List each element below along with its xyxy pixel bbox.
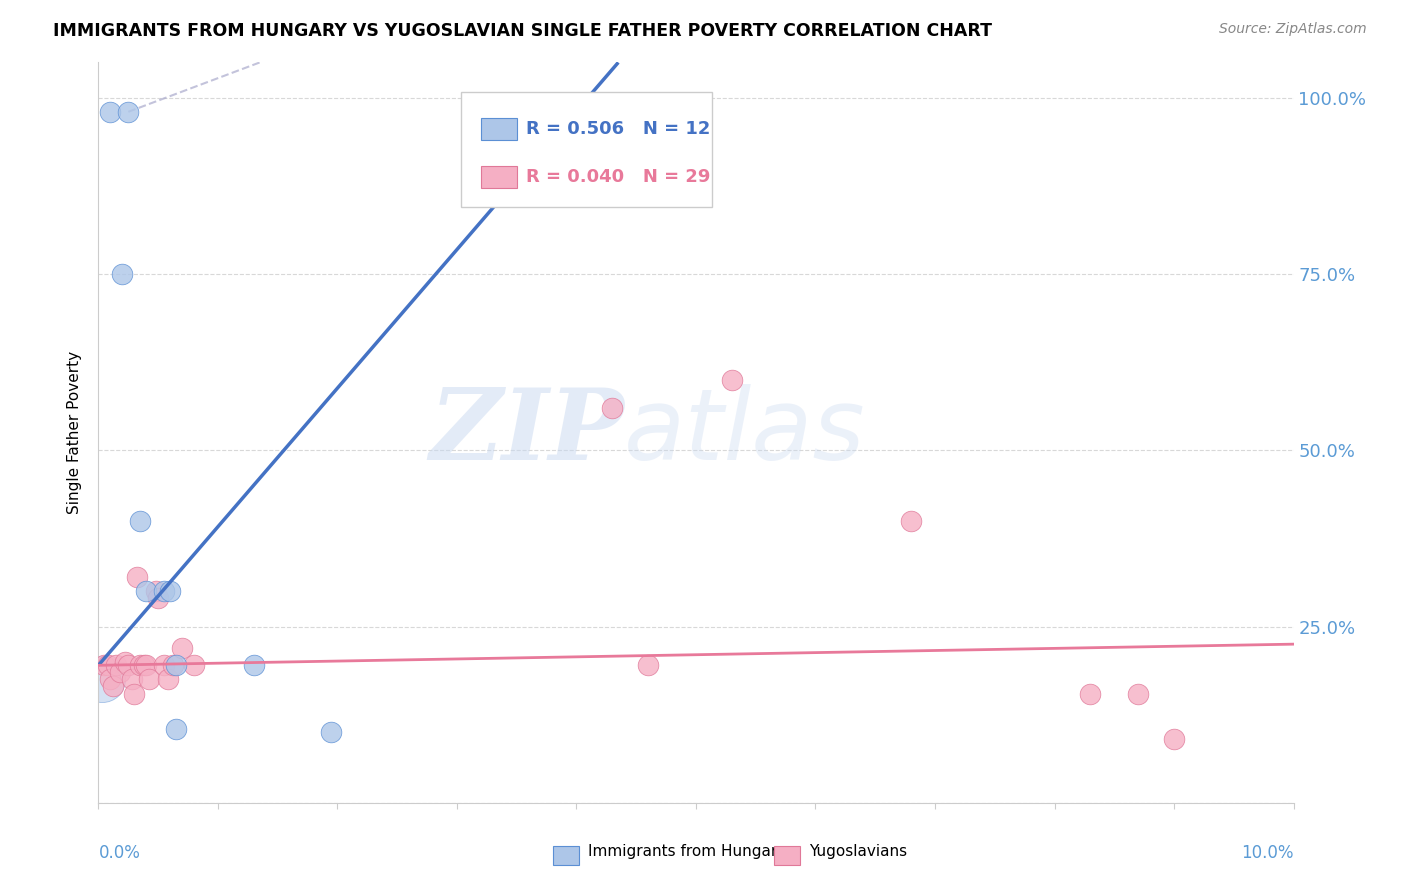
Point [165,722,187,736]
Point [900,514,922,528]
Point [153,658,176,673]
Point [132,658,155,673]
Point [162,658,184,673]
Bar [481,166,517,188]
Point [148,591,170,606]
Point [111,267,134,281]
Point [165,658,187,673]
Point [243,658,266,673]
Point [121,673,143,687]
Point [114,655,136,669]
Point [1163,732,1185,747]
Point [135,584,157,599]
Point [637,658,659,673]
Text: Source: ZipAtlas.com: Source: ZipAtlas.com [1219,22,1367,37]
Point [145,584,167,599]
Text: IMMIGRANTS FROM HUNGARY VS YUGOSLAVIAN SINGLE FATHER POVERTY CORRELATION CHART: IMMIGRANTS FROM HUNGARY VS YUGOSLAVIAN S… [53,22,993,40]
Point [98,673,122,687]
Text: 10.0%: 10.0% [1241,844,1294,863]
Point [159,584,181,599]
Point [153,584,176,599]
Point [91,673,114,687]
Bar [481,118,517,140]
Point [602,401,624,415]
Point [124,686,146,700]
Text: R = 0.040   N = 29: R = 0.040 N = 29 [526,169,710,186]
Text: ZIP: ZIP [429,384,624,481]
Text: 0.0%: 0.0% [98,844,141,863]
Point [183,658,205,673]
Bar [773,846,800,865]
Point [321,725,343,739]
Point [117,658,139,673]
Point [129,658,152,673]
Text: R = 0.506   N = 12: R = 0.506 N = 12 [526,120,710,138]
Point [138,673,160,687]
Point [125,570,148,584]
Point [117,104,139,119]
Text: Yugoslavians: Yugoslavians [810,844,908,859]
Point [1080,686,1102,700]
Point [156,673,179,687]
Point [1128,686,1150,700]
FancyBboxPatch shape [461,92,711,207]
Point [129,514,152,528]
Bar [553,846,579,865]
Y-axis label: Single Father Poverty: Single Father Poverty [67,351,83,514]
Point [97,658,120,673]
Point [108,665,131,680]
Text: atlas: atlas [624,384,866,481]
Point [98,104,122,119]
Point [105,658,128,673]
Point [172,640,194,655]
Point [721,373,744,387]
Point [135,658,157,673]
Point [101,680,124,694]
Point [93,658,115,673]
Text: Immigrants from Hungary: Immigrants from Hungary [589,844,787,859]
